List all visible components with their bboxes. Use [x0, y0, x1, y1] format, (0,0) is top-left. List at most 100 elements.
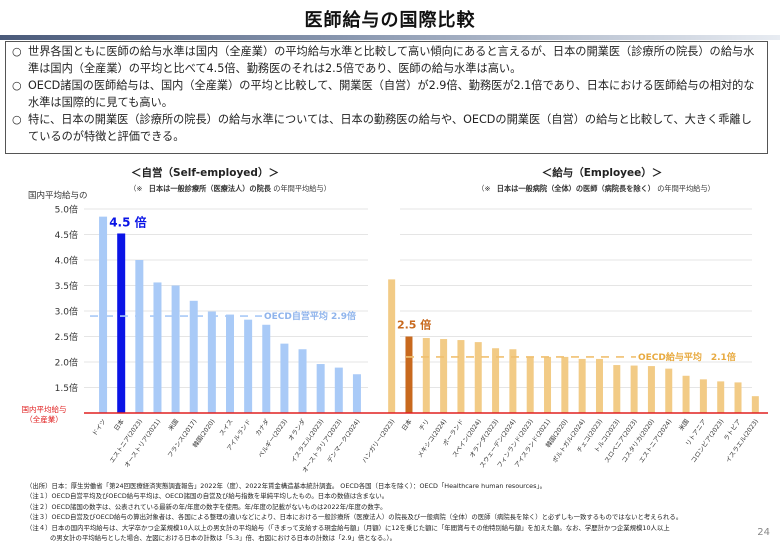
y-tick-label: 5.0倍: [55, 204, 78, 216]
note-4-continued: の男女計の平均給与とした場合、左図における日本の計数は「5.3」倍、右図における…: [50, 534, 397, 543]
bar-スロベニア(2023): [630, 365, 638, 413]
subtitle-prefix: （※: [129, 184, 142, 193]
bar-エストニア(2023): [135, 260, 144, 413]
subtitle-bold: 日本は一般診療所（医療法人）の院長: [149, 184, 272, 193]
japan-employee-value-label: 2.5 倍: [397, 318, 431, 332]
bar-オーストリア(2021): [153, 282, 162, 413]
bar-チリ: [422, 338, 430, 413]
bar-デンマーク(2024): [352, 374, 361, 413]
bar-韓国(2020): [561, 356, 569, 413]
summary-text: 特に、日本の開業医（診療所の院長）の給与水準については、日本の勤務医の給与や、O…: [28, 113, 752, 143]
summary-item: ○ OECD諸国の医師給与は、国内（全産業）の平均と比較して、開業医（自営）が2…: [12, 78, 761, 111]
y-tick-label: 3.5倍: [55, 280, 78, 292]
baseline-label-line2: （全産業）: [25, 414, 63, 424]
bar-アイスランド(2021): [544, 356, 552, 413]
chart-employee-subtitle: （※ 日本は一般病院（全体）の医師（病院長を除く） の年間平均給与）: [477, 184, 714, 193]
self-employed-bars: [99, 216, 361, 413]
bar-スペイン(2024): [474, 342, 482, 413]
summary-item: ○ 世界各国ともに医師の給与水準は国内（全産業）の平均給与水準と比較して高い傾向…: [12, 44, 761, 77]
chart-employee-title: ＜給与（Employee）＞: [542, 166, 663, 179]
x-tick-label: 米国: [677, 418, 691, 433]
x-tick-label: 米国: [167, 418, 181, 433]
page-title: 医師給与の国際比較: [304, 10, 476, 31]
bar-ベルギー(2023): [280, 343, 289, 413]
y-tick-label: 4.5倍: [55, 229, 78, 241]
summary-text: 世界各国ともに医師の給与水準は国内（全産業）の平均給与水準と比較して高い傾向にあ…: [28, 45, 755, 75]
salary-comparison-charts: ＜自営（Self-employed）＞ （※ 日本は一般診療所（医療法人）の院長…: [22, 166, 768, 475]
bar-エストニア(2024): [665, 368, 673, 413]
bar-コスタリカ(2020): [647, 366, 655, 413]
x-tick-label: 日本: [400, 418, 414, 433]
x-tick-label: チリ: [418, 418, 431, 432]
bar-スウェーデン(2024): [509, 349, 517, 413]
bar-ポルトガル(2024): [578, 358, 586, 413]
subtitle-suffix: の年間平均給与）: [273, 184, 331, 193]
gridlines: [84, 208, 752, 388]
bar-米国: [171, 285, 180, 413]
note-2: （注２）OECD諸国の数字は、公表されている最新の年/年度の数字を使用。年/年度…: [26, 502, 387, 511]
baseline-label-line1: 国内平均給与: [22, 404, 67, 414]
bar-トルコ(2023): [613, 365, 621, 413]
summary-item: ○ 特に、日本の開業医（診療所の院長）の給与水準については、日本の勤務医の給与や…: [12, 112, 761, 145]
circle-bullet-icon: ○: [12, 45, 22, 58]
subtitle-bold: 日本は一般病院（全体）の医師（病院長を除く）: [497, 184, 655, 193]
page-number: 24: [757, 527, 770, 538]
summary-text: OECD諸国の医師給与は、国内（全産業）の平均と比較して、開業医（自営）が2.9…: [28, 79, 755, 109]
x-tick-label: エストニア(2024): [638, 418, 673, 464]
circle-bullet-icon: ○: [12, 113, 22, 126]
note-3: （注３）OECD自営及びOECD給与の算出対象者は、各国による整理の違いなどによ…: [26, 513, 683, 522]
chart-self-employed-title: ＜自営（Self-employed）＞: [131, 166, 279, 179]
bar-カナダ: [262, 324, 271, 413]
x-tick-label: イスラエル(2023): [725, 418, 760, 464]
y-tick-label: 3.0倍: [55, 306, 78, 318]
oecd-self-employed-average-label: OECD自営平均 2.9倍: [264, 310, 356, 322]
x-tick-label: 日本: [112, 418, 126, 433]
bar-ハンガリー(2023): [388, 279, 396, 413]
bar-オランダ(2023): [492, 348, 500, 413]
note-source: （出所）日本：厚生労働省「第24回医療経済実態調査報告」2022年（度）、202…: [26, 482, 547, 490]
bar-韓国(2020): [207, 311, 216, 413]
y-tick-label: 4.0倍: [55, 255, 78, 267]
y-tick-label: 2.5倍: [55, 331, 78, 343]
title-underline: [0, 35, 780, 40]
bar-オーストラリア(2023): [334, 367, 343, 413]
bar-米国: [682, 375, 690, 413]
bar-ドイツ: [99, 216, 108, 413]
y-axis-ticks: 1.5倍 2.0倍 2.5倍 3.0倍 3.5倍 4.0倍 4.5倍 5.0倍: [55, 204, 78, 395]
bar-オランダ: [298, 349, 307, 413]
x-tick-label: スイス: [218, 418, 234, 437]
bar-イスラエル(2023): [316, 364, 325, 413]
bar-リトアニア: [699, 379, 707, 413]
bar-日本: [117, 233, 126, 413]
bar-日本: [405, 336, 413, 413]
subtitle-suffix: の年間平均給与）: [657, 184, 715, 193]
y-axis-label: 国内平均給与の: [28, 190, 88, 201]
bar-ラトビア: [734, 382, 742, 413]
bar-フィンランド(2023): [526, 356, 534, 413]
x-tick-label: ドイツ: [91, 418, 107, 437]
bar-チェコ(2023): [595, 358, 603, 413]
x-tick-label: ハンガリー(2023): [360, 418, 396, 465]
subtitle-prefix: （※: [477, 184, 490, 193]
y-tick-label: 2.0倍: [55, 357, 78, 369]
japan-self-employed-value-label: 4.5 倍: [109, 214, 146, 229]
x-tick-label: エストニア(2023): [109, 418, 144, 464]
bar-コロンビア(2023): [717, 381, 725, 413]
summary-box: ○ 世界各国ともに医師の給与水準は国内（全産業）の平均給与水準と比較して高い傾向…: [5, 41, 768, 154]
circle-bullet-icon: ○: [12, 79, 22, 92]
x-tick-label: オーストリア(2021): [123, 418, 162, 469]
footnotes: （出所）日本：厚生労働省「第24回医療経済実態調査報告」2022年（度）、202…: [26, 481, 766, 543]
note-4: （注４）日本の国内平均給与は、大学卒かつ企業規模10人以上の男女計の平均給与（「…: [26, 523, 670, 532]
bar-フランス(2017): [189, 300, 198, 413]
oecd-employee-average-label: OECD給与平均 2.1倍: [638, 351, 736, 363]
chart-self-employed-subtitle: （※ 日本は一般診療所（医療法人）の院長 の年間平均給与）: [129, 184, 331, 193]
bar-スイス: [226, 314, 234, 413]
bar-ポーランド: [457, 340, 465, 413]
y-tick-label: 1.5倍: [55, 382, 78, 394]
x-tick-label: カナダ: [254, 418, 271, 438]
bar-メキシコ(2024): [440, 339, 448, 413]
bar-イスラエル(2023): [751, 396, 759, 413]
note-1: （注１）OECD自営平均及びOECD給与平均は、OECD諸国の自営及び給与指数を…: [26, 492, 389, 501]
bar-アイルランド: [244, 319, 253, 413]
